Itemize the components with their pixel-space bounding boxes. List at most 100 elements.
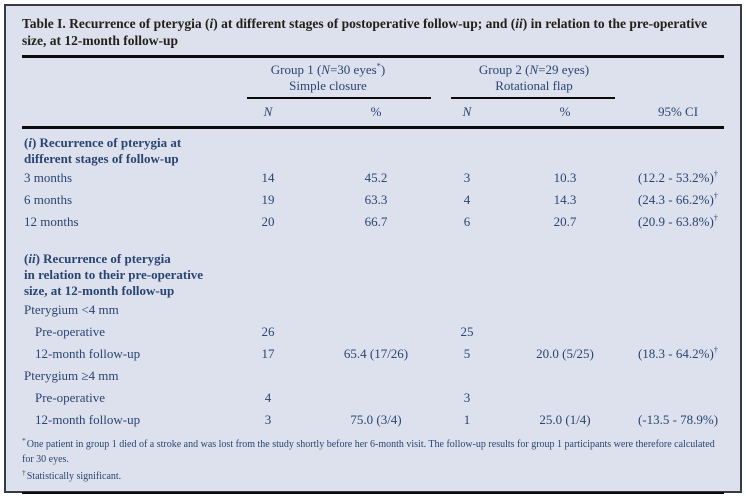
col-header-n-group1: N [220,100,316,129]
cell-group2-pct: 25.0 (1/4) [539,412,591,427]
cell-group1-pct [316,365,436,387]
cell-group1-n: 19 [261,192,275,207]
footnote: †Statistically significant. [22,467,122,482]
group2-title: Group 2 (N=29 eyes) [478,62,590,77]
row-label: Pterygium <4 mm [24,302,119,317]
cell-group2-n: 5 [463,346,471,361]
cell-ci [632,321,724,343]
row-label: Pre-operative [35,324,106,339]
header-spacer-cell [22,100,220,129]
cell-group2-pct [498,299,632,321]
cell-group1-n [220,245,316,299]
cell-group2-n: 4 [463,192,471,207]
cell-ci [632,365,724,387]
row-label: 12-month follow-up [35,412,141,427]
table-row: 6 months 19 63.3 4 14.3 (24.3 - 66.2%)† [22,189,724,211]
cell-group2-pct [498,128,632,168]
row-label: 12 months [24,214,79,229]
cell-group1-pct: 63.3 [364,192,388,207]
footnote: *One patient in group 1 died of a stroke… [22,435,715,465]
cell-group1-n: 4 [264,390,272,405]
cell-group1-n: 17 [261,346,275,361]
table-row: 12 months 20 66.7 6 20.7 (20.9 - 63.8%)† [22,211,724,233]
row-label: 6 months [24,192,73,207]
cell-group2-pct: 20.7 [553,214,577,229]
group1-header: Group 1 (N=30 eyes*) Simple closure [220,58,436,100]
column-header-row: N % N % 95% CI [22,100,725,129]
cell-ci [632,387,724,409]
cell-group2-pct [498,321,632,343]
cell-ci: (-13.5 - 78.9%) [637,412,719,427]
table-row: 12-month follow-up 17 65.4 (17/26) 5 20.0 (5… [22,343,724,365]
cell-ci [632,128,724,168]
col-header-n-group2: N [436,100,498,129]
group1-rule [247,97,431,99]
cell-group1-n: 3 [264,412,272,427]
spacer-row [22,233,724,245]
table-row: Pterygium <4 mm [22,299,724,321]
table-row: 3 months 14 45.2 3 10.3 (12.2 - 53.2%)† [22,167,724,189]
cell-ci: (24.3 - 66.2%)† [637,190,719,207]
cell-group2-n: 1 [463,412,471,427]
group2-header: Group 2 (N=29 eyes) Rotational flap [436,58,632,100]
row-label: Pre-operative [35,390,106,405]
cell-group2-pct [498,387,632,409]
table-body: (i) Recurrence of pterygia at different s… [22,128,724,432]
group-header-row: Group 1 (N=30 eyes*) Simple closure Grou… [22,58,724,100]
cell-group1-pct [316,299,436,321]
group2-subtitle: Rotational flap [495,78,573,93]
data-table: Group 1 (N=30 eyes*) Simple closure Grou… [22,58,725,432]
cell-ci [632,245,724,299]
row-label: 3 months [24,170,73,185]
table-row: (ii) Recurrence of pterygia in relation t… [22,245,724,299]
cell-group2-pct: 10.3 [553,170,577,185]
group1-subtitle: Simple closure [289,78,367,93]
footnotes: *One patient in group 1 died of a stroke… [22,435,724,484]
cell-group2-pct: 20.0 (5/25) [536,346,594,361]
cell-group2-n [436,365,498,387]
table-row: Pterygium ≥4 mm [22,365,724,387]
col-header-pct-group2: % [498,100,633,129]
group1-title: Group 1 (N=30 eyes*) [270,60,386,77]
header-spacer-cell [22,58,220,100]
row-label: (ii) Recurrence of pterygia in relation t… [24,251,204,298]
cell-group2-pct [498,365,632,387]
table-row: (i) Recurrence of pterygia at different s… [22,128,724,168]
cell-group1-pct: 66.7 [364,214,388,229]
cell-group1-n [220,128,316,168]
cell-group2-pct: 14.3 [553,192,577,207]
table-row: Pre-operative 26 25 [22,321,724,343]
table-row: Pre-operative 4 3 [22,387,724,409]
row-label: Pterygium ≥4 mm [24,368,119,383]
table-row: 12-month follow-up 3 75.0 (3/4) 1 25.0 (1/4)… [22,409,724,431]
cell-ci: (18.3 - 64.2%)† [637,344,719,361]
cell-group1-pct [316,387,436,409]
cell-group1-n: 26 [261,324,275,339]
group2-rule [451,97,616,99]
cell-group1-n: 14 [261,170,275,185]
col-header-pct-group1: % [316,100,436,129]
table-title: Table I. Recurrence of pterygia (i) at d… [22,15,724,58]
cell-ci: (20.9 - 63.8%)† [637,212,719,229]
row-label: 12-month follow-up [35,346,141,361]
table-panel: Table I. Recurrence of pterygia (i) at d… [4,4,742,494]
cell-ci [632,299,724,321]
cell-group2-pct [498,245,632,299]
cell-group1-pct: 75.0 (3/4) [350,412,402,427]
cell-ci: (12.2 - 53.2%)† [637,168,719,185]
header-spacer-cell [632,58,724,100]
cell-group1-pct [316,245,436,299]
cell-group2-n: 6 [463,214,471,229]
cell-group2-n: 25 [460,324,474,339]
cell-group1-pct [316,128,436,168]
cell-group2-n [436,299,498,321]
cell-group1-pct: 45.2 [364,170,388,185]
cell-group1-n [220,365,316,387]
col-header-ci: 95% CI [632,100,725,129]
cell-group1-pct: 65.4 (17/26) [343,346,409,361]
cell-group1-n [220,299,316,321]
bottom-rule [22,492,724,494]
cell-group2-n [436,245,498,299]
cell-group1-n: 20 [261,214,275,229]
row-label: (i) Recurrence of pterygia at different s… [24,135,182,166]
